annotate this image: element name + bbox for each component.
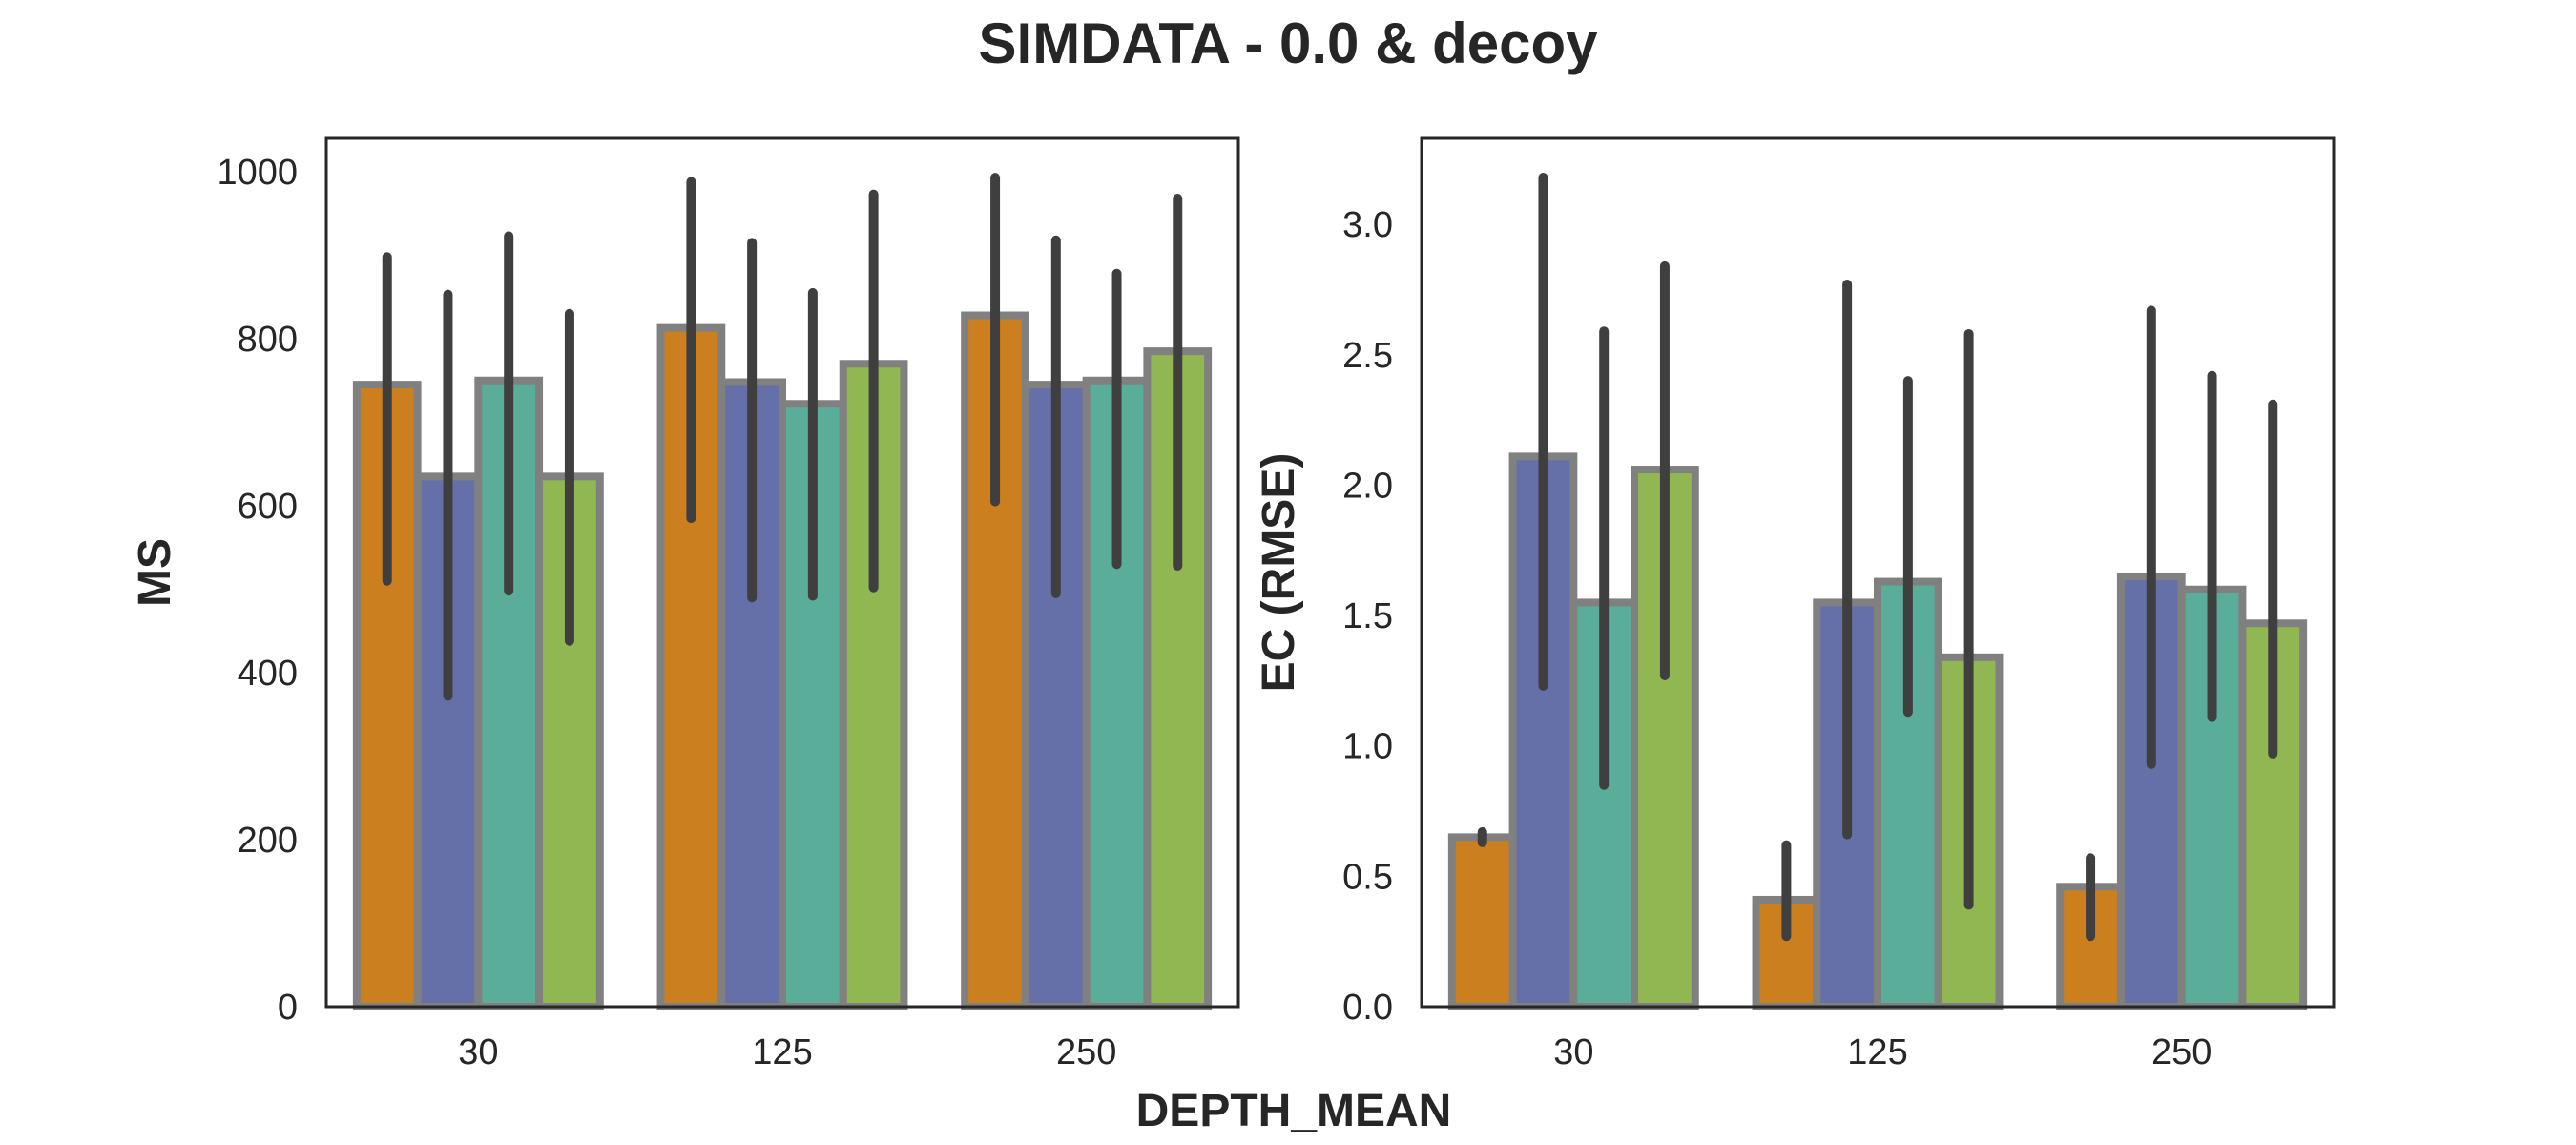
ec-ytick-label: 0.5 — [1342, 857, 1393, 897]
ec-y-axis-label: EC (RMSE) — [1254, 453, 1304, 693]
ms-ytick-label: 1000 — [217, 153, 298, 193]
ec-xtick-label: 250 — [2151, 1032, 2212, 1072]
ms-ytick-label: 400 — [238, 654, 298, 694]
x-axis-label: DEPTH_MEAN — [1136, 1086, 1452, 1136]
ec-ytick-label: 1.5 — [1342, 596, 1393, 636]
ms-xtick-label: 30 — [458, 1032, 498, 1072]
ms-xtick-label: 125 — [752, 1032, 812, 1072]
ec-ytick-label: 2.5 — [1342, 336, 1393, 376]
ms-ytick-label: 200 — [238, 821, 298, 861]
ec-ytick-label: 0.0 — [1342, 988, 1393, 1028]
ms-y-axis-label: MS — [130, 538, 180, 607]
ms-axes-frame — [324, 136, 1240, 1009]
ec-ytick-label: 3.0 — [1342, 205, 1393, 245]
ec-xtick-label: 30 — [1553, 1032, 1593, 1072]
ec-bar-30-s1 — [1447, 833, 1517, 1010]
ms-panel: 0 200 400 600 800 1000 30 125 250 MS — [130, 136, 1240, 1072]
ec-axes-frame — [1420, 136, 2336, 1009]
ms-ytick-label: 0 — [278, 988, 298, 1028]
figure-title: SIMDATA - 0.0 & decoy — [979, 11, 1599, 75]
ec-xtick-label: 125 — [1847, 1032, 1907, 1072]
ec-ytick-label: 2.0 — [1342, 466, 1393, 506]
ms-ytick-label: 600 — [238, 487, 298, 527]
ec-rmse-panel: 0.0 0.5 1.0 1.5 2.0 2.5 3.0 30 125 250 EC (RMSE) — [1254, 136, 2336, 1072]
ms-ytick-label: 800 — [238, 320, 298, 360]
ec-ytick-label: 1.0 — [1342, 727, 1393, 767]
ms-xtick-label: 250 — [1056, 1032, 1116, 1072]
